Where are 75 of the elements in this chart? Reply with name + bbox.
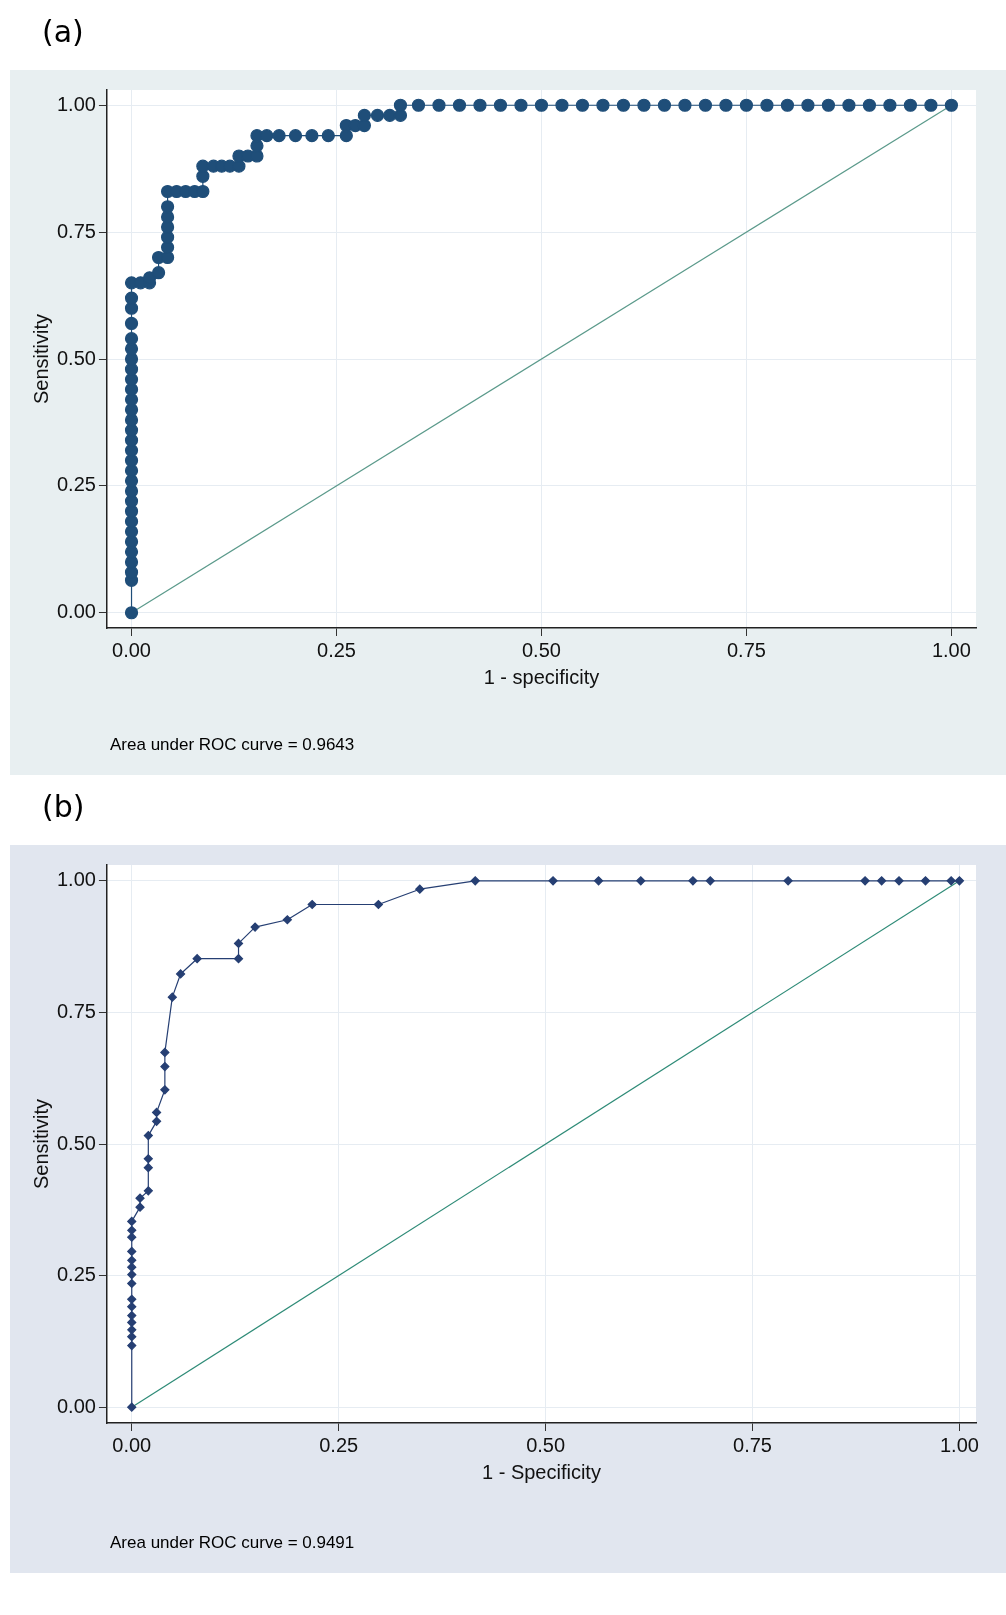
point bbox=[127, 1278, 137, 1289]
point bbox=[946, 876, 956, 886]
point bbox=[127, 1302, 137, 1312]
y-tick-label: 0.75 bbox=[56, 219, 96, 242]
text: Area under ROC curve = 0.9491 bbox=[110, 1533, 355, 1553]
x-tick-label: 0.75 bbox=[733, 1433, 772, 1456]
x-tick-label: 1.00 bbox=[931, 638, 971, 661]
x-tick-label: 0.25 bbox=[317, 638, 356, 661]
point bbox=[135, 1202, 145, 1212]
x-axis-title: 1 - specificity bbox=[483, 665, 600, 688]
point bbox=[127, 1294, 137, 1304]
point bbox=[860, 876, 870, 886]
y-tick-label: 0.50 bbox=[56, 1131, 96, 1154]
point bbox=[920, 876, 931, 886]
x-tick-label: 0.50 bbox=[526, 1433, 566, 1456]
point bbox=[307, 899, 317, 910]
point bbox=[127, 1216, 137, 1226]
point bbox=[127, 1341, 137, 1351]
y-tick-label: 0.00 bbox=[56, 600, 96, 623]
point bbox=[783, 876, 793, 886]
point bbox=[151, 1116, 162, 1126]
point bbox=[250, 922, 260, 932]
point bbox=[192, 954, 202, 964]
point bbox=[688, 876, 698, 886]
y-tick-label: 0.25 bbox=[56, 1263, 96, 1286]
x-tick-label: 1.00 bbox=[939, 1433, 979, 1456]
point bbox=[127, 1402, 137, 1412]
x-tick-label: 0.00 bbox=[112, 638, 151, 661]
point bbox=[127, 1255, 137, 1265]
y-tick-label: 0.25 bbox=[56, 473, 96, 496]
point bbox=[143, 1154, 153, 1164]
point bbox=[143, 1163, 153, 1173]
point bbox=[282, 915, 292, 925]
point bbox=[167, 992, 177, 1002]
point bbox=[233, 938, 244, 949]
y-tick-label: 1.00 bbox=[56, 868, 96, 891]
point bbox=[877, 876, 887, 886]
point bbox=[373, 899, 384, 910]
point bbox=[127, 1332, 137, 1342]
x-tick-label: 0.00 bbox=[112, 1433, 152, 1456]
point bbox=[175, 969, 186, 979]
point bbox=[705, 876, 715, 886]
y-axis-title: Sensitivity bbox=[29, 313, 52, 405]
point bbox=[160, 1047, 170, 1057]
point bbox=[233, 954, 244, 964]
point bbox=[894, 876, 904, 886]
x-tick-label: 0.50 bbox=[521, 638, 561, 661]
point bbox=[954, 876, 965, 886]
y-tick-label: 0.00 bbox=[56, 1394, 96, 1417]
y-tick-label: 0.75 bbox=[56, 999, 96, 1022]
point bbox=[127, 1325, 137, 1335]
point bbox=[548, 876, 558, 886]
point bbox=[143, 1130, 153, 1141]
y-tick-label: 1.00 bbox=[56, 92, 96, 115]
point bbox=[593, 876, 604, 886]
point bbox=[127, 1225, 137, 1235]
x-tick-label: 0.75 bbox=[726, 638, 766, 661]
point bbox=[127, 1232, 137, 1242]
chart-title: (a) bbox=[41, 13, 85, 51]
point bbox=[135, 1193, 145, 1203]
point bbox=[636, 876, 646, 886]
x-axis-title: 1 - Specificity bbox=[481, 1460, 601, 1483]
y-tick-label: 0.50 bbox=[56, 346, 96, 369]
point bbox=[143, 1186, 153, 1196]
point bbox=[151, 1107, 162, 1118]
point bbox=[127, 1246, 137, 1256]
chart-title: (b) bbox=[41, 788, 86, 826]
point bbox=[160, 1085, 170, 1095]
point bbox=[160, 1062, 170, 1072]
x-tick-label: 0.25 bbox=[319, 1433, 359, 1456]
point bbox=[470, 876, 480, 886]
point bbox=[415, 884, 425, 894]
text: Area under ROC curve = 0.9643 bbox=[110, 735, 355, 755]
y-axis-title: Sensitivity bbox=[29, 1098, 52, 1190]
point bbox=[127, 1269, 137, 1280]
